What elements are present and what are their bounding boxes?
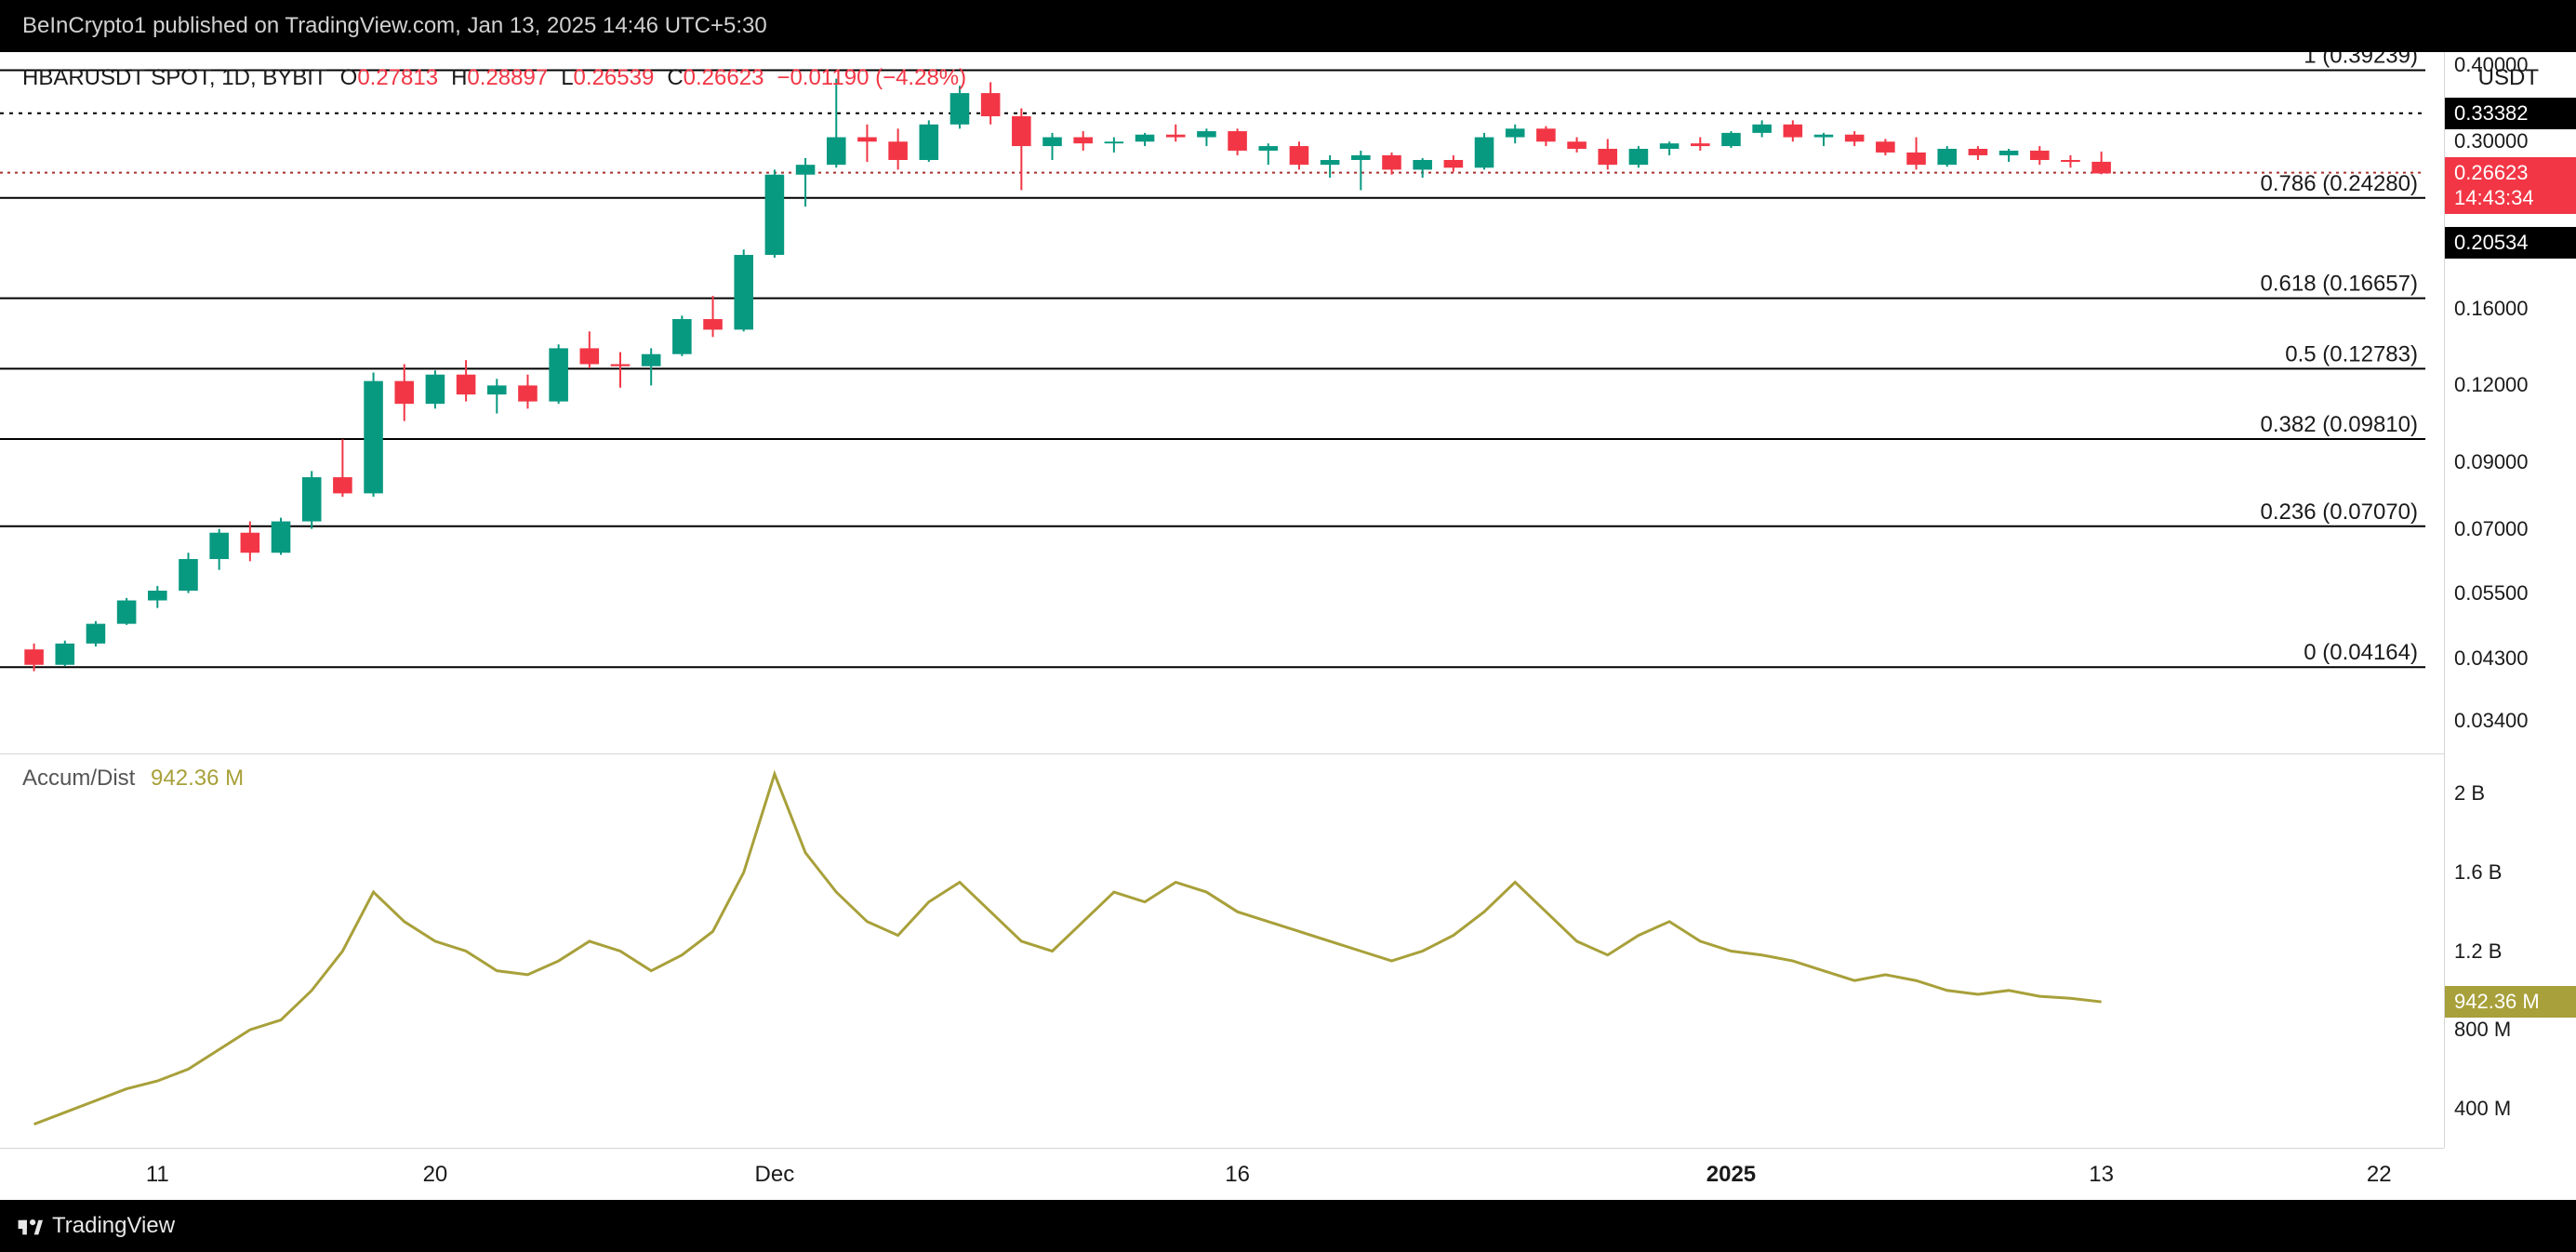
o-letter: O [340,65,358,90]
close-value: 0.26623 [684,65,764,90]
svg-text:0.786 (0.24280): 0.786 (0.24280) [2261,171,2418,196]
x-tick: 13 [2089,1162,2114,1188]
change-value: −0.01190 (−4.28%) [777,65,966,91]
ad-current-box: 942.36 M [2445,986,2576,1018]
symbol-legend: HBARUSDT SPOT, 1D, BYBIT O0.27813 H0.288… [22,65,966,91]
price-box: 0.33382 [2445,98,2576,129]
x-tick: 16 [1225,1162,1250,1188]
price-box: 14:43:34 [2445,182,2576,214]
svg-text:0.382 (0.09810): 0.382 (0.09810) [2261,412,2418,437]
open-value: 0.27813 [357,65,438,90]
y-tick: 1.6 B [2454,860,2502,885]
publisher-banner: BeInCrypto1 published on TradingView.com… [0,0,2576,52]
y-tick: 0.05500 [2454,581,2529,606]
x-tick: 11 [146,1162,169,1188]
high-value: 0.28897 [467,65,548,90]
footer-brand-text: TradingView [52,1213,175,1239]
publisher-text: BeInCrypto1 published on TradingView.com… [22,13,767,39]
tradingview-logo-icon [17,1213,43,1239]
y-tick: 0.16000 [2454,297,2529,321]
price-box: 0.20534 [2445,227,2576,259]
footer-banner: TradingView [0,1200,2576,1252]
axis-title: USDT [2478,65,2539,91]
ad-legend: Accum/Dist 942.36 M [22,766,244,792]
y-tick: 0.03400 [2454,709,2529,733]
x-tick: 22 [2367,1162,2392,1188]
chart-area: HBARUSDT SPOT, 1D, BYBIT O0.27813 H0.288… [0,52,2576,1200]
symbol-label: HBARUSDT SPOT, 1D, BYBIT [22,65,327,91]
y-tick: 2 B [2454,781,2485,806]
ad-chart-svg [0,754,2444,1148]
y-axis[interactable]: USDT 0.400000.300000.242000.200000.16000… [2444,52,2576,1148]
main-price-pane[interactable]: HBARUSDT SPOT, 1D, BYBIT O0.27813 H0.288… [0,52,2444,754]
h-letter: H [451,65,467,90]
y-tick: 0.09000 [2454,450,2529,474]
y-tick: 0.04300 [2454,646,2529,671]
svg-text:0.5 (0.12783): 0.5 (0.12783) [2285,341,2418,366]
y-tick: 400 M [2454,1097,2511,1121]
y-tick: 1.2 B [2454,939,2502,964]
x-tick: 20 [423,1162,448,1188]
svg-text:0 (0.04164): 0 (0.04164) [2304,640,2418,665]
c-letter: C [667,65,683,90]
x-axis[interactable]: 11 20 Dec 16 2025 13 22 [0,1148,2444,1200]
svg-text:1 (0.39239): 1 (0.39239) [2304,52,2418,68]
ad-value: 942.36 M [151,766,244,791]
l-letter: L [561,65,573,90]
ad-title: Accum/Dist [22,766,135,791]
y-tick: 0.30000 [2454,129,2529,153]
x-tick: 2025 [1706,1162,1756,1188]
y-tick: 0.07000 [2454,517,2529,541]
low-value: 0.26539 [574,65,655,90]
x-tick: Dec [755,1162,795,1188]
svg-text:0.236 (0.07070): 0.236 (0.07070) [2261,499,2418,525]
accum-dist-pane[interactable]: Accum/Dist 942.36 M [0,754,2444,1148]
price-chart-svg: 1 (0.39239) 0.786 (0.24280) 0.618 (0.16657… [0,52,2444,753]
y-tick: 800 M [2454,1018,2511,1042]
y-tick: 0.12000 [2454,373,2529,397]
svg-text:0.618 (0.16657): 0.618 (0.16657) [2261,272,2418,297]
